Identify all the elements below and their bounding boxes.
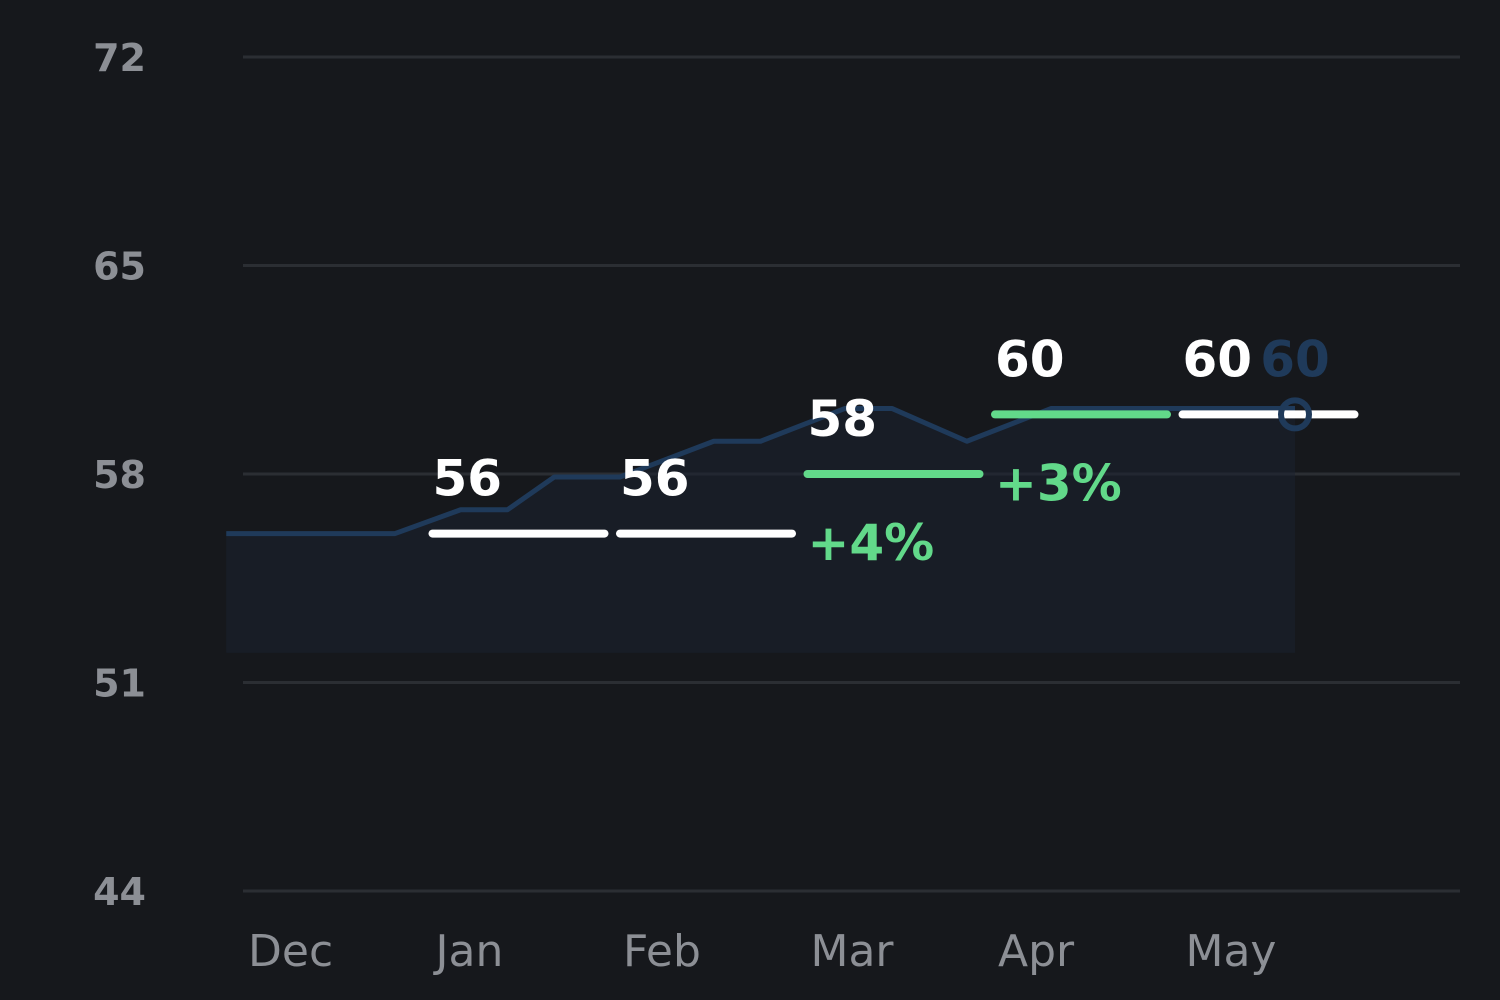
change-label-mar: +4% <box>808 514 935 572</box>
y-tick-label: 58 <box>93 453 146 497</box>
trend-line <box>226 405 1295 537</box>
y-tick-label: 65 <box>93 245 146 289</box>
x-tick-feb: Feb <box>623 926 701 977</box>
y-tick-label: 72 <box>93 36 146 80</box>
x-tick-mar: Mar <box>811 926 895 977</box>
x-axis: Dec Jan Feb Mar Apr May <box>248 926 1276 977</box>
y-axis: 72 65 58 51 44 <box>93 36 146 914</box>
value-label-jan: 56 <box>433 450 503 508</box>
current-value-label: 60 <box>1260 330 1330 388</box>
x-tick-may: May <box>1186 926 1277 977</box>
value-label-feb: 56 <box>620 450 690 508</box>
value-label-apr: 60 <box>995 330 1065 388</box>
x-tick-dec: Dec <box>248 926 333 977</box>
change-label-apr: +3% <box>995 454 1122 512</box>
y-tick-label: 51 <box>93 662 146 706</box>
value-label-mar: 58 <box>808 390 878 448</box>
value-label-may: 60 <box>1183 330 1253 388</box>
x-tick-apr: Apr <box>998 926 1075 977</box>
x-tick-jan: Jan <box>433 926 504 977</box>
y-tick-label: 44 <box>93 870 146 914</box>
current-point <box>1278 397 1312 432</box>
